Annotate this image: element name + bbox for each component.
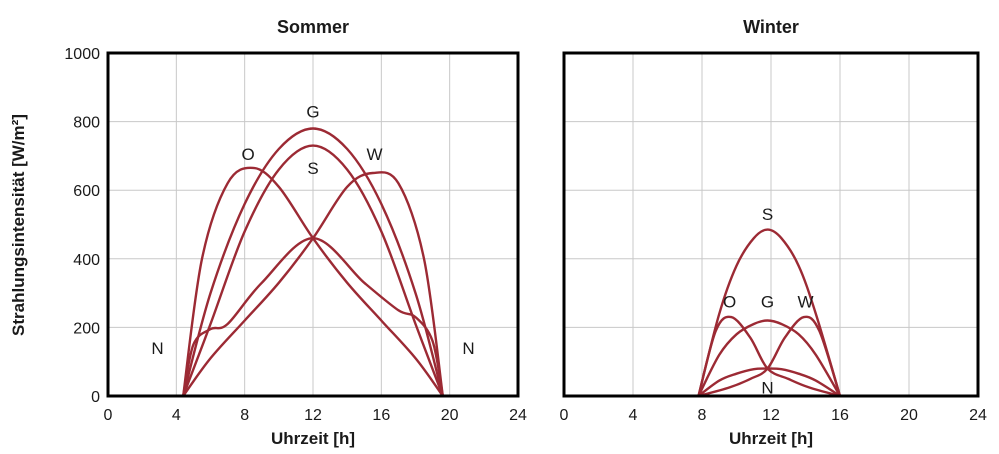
x-tick-label: 20 [900, 407, 918, 424]
y-tick-label: 200 [73, 320, 100, 337]
x-tick-label: 16 [831, 407, 849, 424]
series-line-w [697, 315, 842, 398]
x-tick-label: 12 [762, 407, 780, 424]
x-tick-label: 12 [304, 407, 322, 424]
series-line-g [182, 127, 444, 398]
curve-label-o: O [723, 293, 736, 312]
curve-label-w: W [366, 145, 382, 164]
panel-winter: 0 4 8 12 16 20 24 S O G W N Winter Uhrzeit [h] [560, 17, 987, 448]
x-axis-label: Uhrzeit [h] [729, 429, 813, 448]
y-tick-label: 400 [73, 252, 100, 269]
x-tick-label: 20 [441, 407, 459, 424]
x-tick-label: 8 [240, 407, 249, 424]
series-line-s [182, 144, 444, 398]
series-line-n [182, 237, 444, 398]
x-tick-label: 24 [509, 407, 527, 424]
chart-title: Sommer [277, 17, 349, 37]
plot-frame [562, 51, 980, 398]
y-tick-label: 0 [91, 389, 100, 406]
curve-label-s: S [307, 159, 318, 178]
x-tick-label: 4 [172, 407, 181, 424]
series-line-w [182, 171, 444, 398]
series-line-s [697, 228, 842, 398]
series-line-o [182, 166, 444, 398]
y-axis-label: Strahlungsintensität [W/m²] [9, 114, 28, 336]
chart-title: Winter [743, 17, 799, 37]
plot-frame [106, 51, 520, 398]
x-tick-label: 24 [969, 407, 987, 424]
curve-label-g: G [761, 293, 774, 312]
y-tick-label: 800 [73, 115, 100, 132]
series-line-g [697, 319, 842, 398]
x-tick-label: 16 [372, 407, 390, 424]
curve-label-n: N [462, 339, 474, 358]
y-tick-label: 1000 [64, 46, 100, 63]
curve-label-g: G [306, 102, 319, 121]
x-axis-label: Uhrzeit [h] [271, 429, 355, 448]
curve-label-w: W [797, 293, 813, 312]
x-tick-label: 0 [560, 407, 569, 424]
panel-sommer: 0 4 8 12 16 20 24 0 200 400 600 800 1000 G S O W N N Sommer… [64, 17, 527, 448]
series-line-n [697, 367, 842, 398]
y-tick-label: 600 [73, 183, 100, 200]
x-tick-label: 4 [629, 407, 638, 424]
curve-label-o: O [241, 145, 254, 164]
curve-label-s: S [762, 205, 773, 224]
curve-label-n: N [761, 378, 773, 397]
x-tick-label: 8 [698, 407, 707, 424]
curve-label-n: N [151, 339, 163, 358]
x-tick-label: 0 [104, 407, 113, 424]
series-line-o [697, 315, 842, 398]
